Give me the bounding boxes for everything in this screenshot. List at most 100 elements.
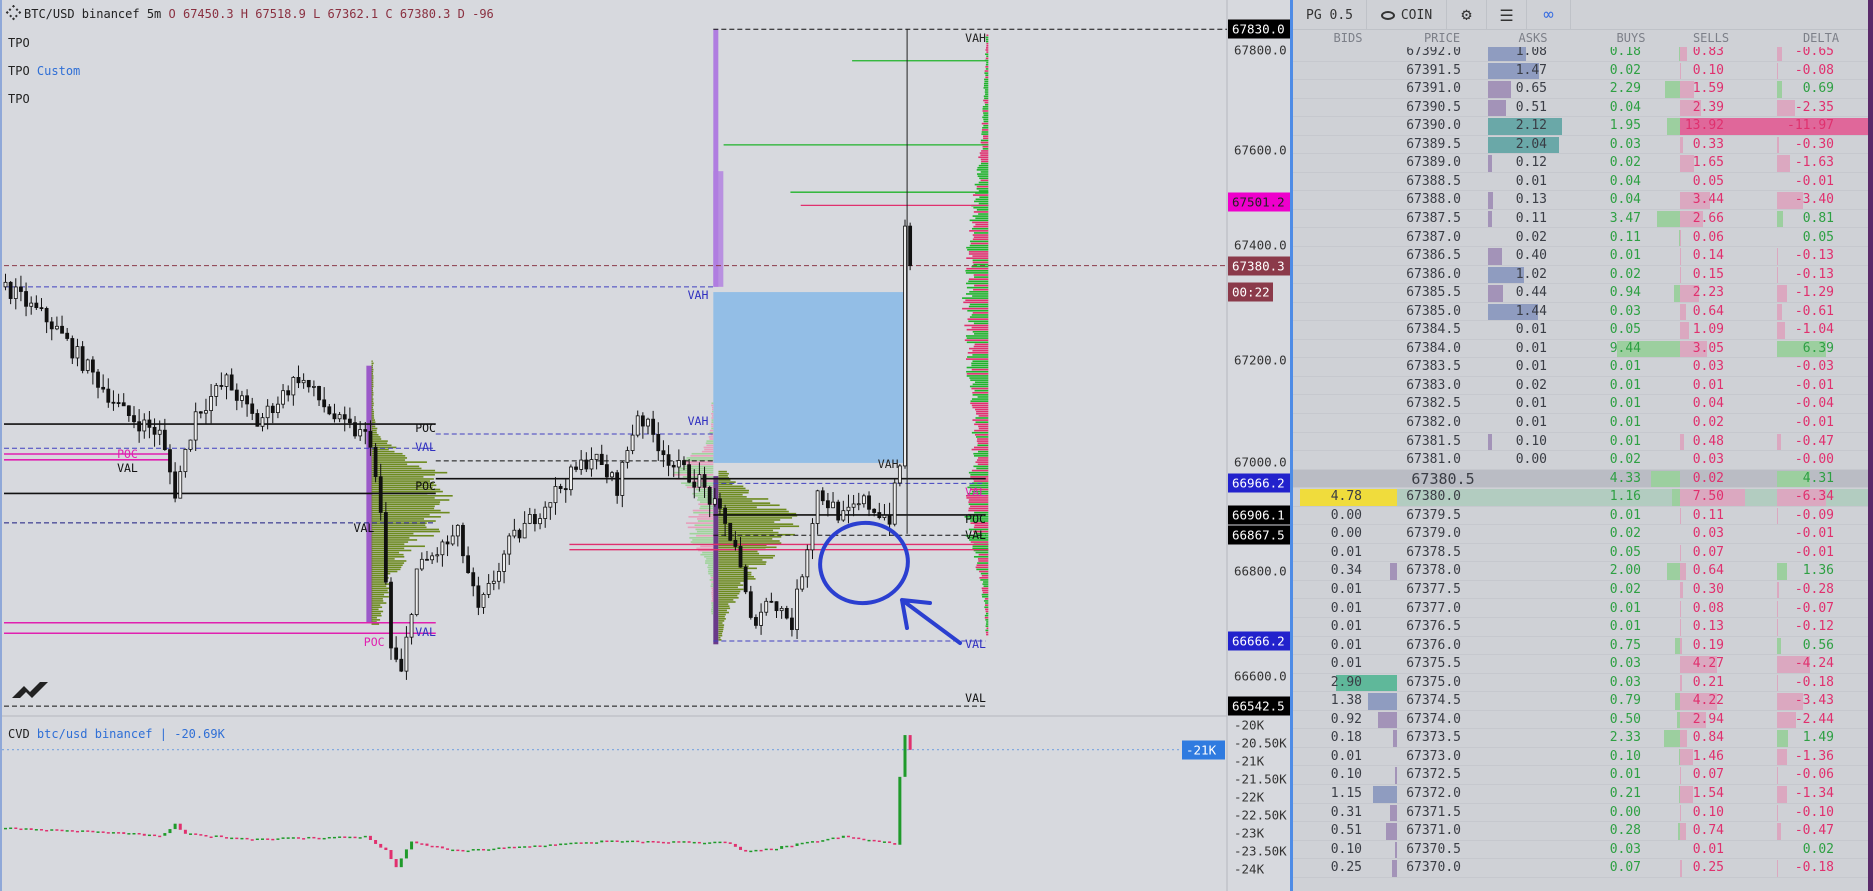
cvd-bar xyxy=(75,830,79,833)
volume-profile-bar xyxy=(985,623,989,625)
orderbook-row[interactable]: 67385.5 0.44 0.94 2.23 -1.29 xyxy=(1293,284,1868,303)
candle-body xyxy=(646,418,650,427)
volume-profile-bar xyxy=(984,614,989,617)
orderbook-row[interactable]: 67390.0 2.12 1.95 13.92 -11.97 xyxy=(1293,117,1868,136)
orderbook-row[interactable]: 0.34 67378.0 2.00 0.64 1.36 xyxy=(1293,562,1868,581)
orderbook-row[interactable]: 67389.5 2.04 0.03 0.33 -0.30 xyxy=(1293,136,1868,155)
buy-volume: 0.01 xyxy=(1609,767,1641,783)
orderbook-row[interactable]: 67387.5 0.11 3.47 2.66 0.81 xyxy=(1293,210,1868,229)
volume-profile-bar xyxy=(718,500,753,502)
orderbook-row[interactable]: 67388.0 0.13 0.04 3.44 -3.40 xyxy=(1293,191,1868,210)
orderbook-row[interactable]: 0.01 67373.0 0.10 1.46 -1.36 xyxy=(1293,748,1868,767)
cvd-bar xyxy=(872,839,876,842)
layout-button[interactable]: ☰ xyxy=(1487,0,1527,30)
indicator-tpo-3[interactable]: TPO xyxy=(8,92,30,106)
orderbook-row[interactable]: 67383.0 0.02 0.01 0.01 -0.01 xyxy=(1293,377,1868,396)
volume-profile-bar xyxy=(985,57,989,60)
orderbook-row[interactable]: 67391.5 1.47 0.02 0.10 -0.08 xyxy=(1293,62,1868,81)
orderbook-row[interactable]: 1.38 67374.5 0.79 4.22 -3.43 xyxy=(1293,692,1868,711)
orderbook-row[interactable]: 0.51 67371.0 0.28 0.74 -0.47 xyxy=(1293,822,1868,841)
orderbook-row[interactable]: 67382.5 0.01 0.01 0.04 -0.04 xyxy=(1293,395,1868,414)
orderbook-row[interactable]: 67382.0 0.01 0.01 0.02 -0.01 xyxy=(1293,414,1868,433)
candle-body xyxy=(450,535,455,545)
volume-profile-bar xyxy=(973,465,989,468)
orderbook-row[interactable]: 67387.0 0.02 0.11 0.06 0.05 xyxy=(1293,229,1868,247)
volume-profile-bar xyxy=(984,101,989,104)
coin-unit-button[interactable]: COIN xyxy=(1367,0,1447,30)
orderbook-row[interactable]: 0.25 67370.0 0.07 0.25 -0.18 xyxy=(1293,859,1868,878)
candle-body xyxy=(332,413,337,420)
orderbook-row[interactable]: 67385.0 1.44 0.03 0.64 -0.61 xyxy=(1293,303,1868,322)
price-axis-label: 66600.0 xyxy=(1234,668,1287,684)
orderbook-row[interactable]: 67381.5 0.10 0.01 0.48 -0.47 xyxy=(1293,433,1868,452)
candle-body xyxy=(301,379,306,384)
orderbook-row[interactable]: 1.15 67372.0 0.21 1.54 -1.34 xyxy=(1293,785,1868,804)
volume-profile-bar xyxy=(693,511,714,514)
settings-button[interactable]: ⚙ xyxy=(1447,0,1487,30)
orderbook-row[interactable]: 0.01 67377.0 0.01 0.08 -0.07 xyxy=(1293,600,1868,618)
symbol-legend: BTC/USD binancef 5m O 67450.3 H 67518.9 … xyxy=(5,4,494,21)
symbol-name[interactable]: BTC/USD binancef 5m xyxy=(24,7,162,21)
volume-profile-bar xyxy=(971,265,989,268)
orderbook-row[interactable]: 2.90 67375.0 0.03 0.21 -0.18 xyxy=(1293,674,1868,693)
orderbook-row[interactable]: 0.01 67375.5 0.03 4.27 -4.24 xyxy=(1293,655,1868,674)
orderbook-row[interactable]: 0.31 67371.5 0.00 0.10 -0.10 xyxy=(1293,804,1868,823)
candle-body xyxy=(851,503,856,508)
panel-splitter[interactable] xyxy=(1290,0,1293,891)
indicator-tpo-1[interactable]: TPO xyxy=(8,36,30,50)
orderbook-row[interactable]: 67380.5 4.33 0.02 4.31 xyxy=(1293,469,1868,489)
cvd-bar xyxy=(775,848,778,851)
orderbook-row[interactable]: 67389.0 0.12 0.02 1.65 -1.63 xyxy=(1293,154,1868,173)
orderbook-row[interactable]: 0.01 67376.5 0.01 0.13 -0.12 xyxy=(1293,618,1868,637)
orderbook-row[interactable]: 67383.5 0.01 0.01 0.03 -0.03 xyxy=(1293,358,1868,377)
sell-volume-bar xyxy=(1680,674,1682,692)
orderbook-row[interactable]: 67386.0 1.02 0.02 0.15 -0.13 xyxy=(1293,266,1868,285)
volume-profile-bar xyxy=(978,156,989,159)
orderbook-row[interactable]: 0.10 67370.5 0.03 0.01 0.02 xyxy=(1293,841,1868,860)
candle-body xyxy=(75,346,80,359)
orderbook-row[interactable]: 0.00 67379.0 0.02 0.03 -0.01 xyxy=(1293,525,1868,544)
cvd-bar xyxy=(800,842,804,845)
orderbook-row[interactable]: 67384.0 0.01 9.44 3.05 6.39 xyxy=(1293,340,1868,359)
volume-profile-bar xyxy=(371,438,382,440)
price-chart[interactable]: BTC/USD binancef 5m O 67450.3 H 67518.9 … xyxy=(0,0,1290,891)
candle-body xyxy=(24,291,28,307)
indicator-tpo-custom[interactable]: TPO Custom xyxy=(8,64,80,78)
orderbook-row[interactable]: 67390.5 0.51 0.04 2.39 -2.35 xyxy=(1293,99,1868,118)
orderbook-row[interactable]: 0.92 67374.0 0.50 2.94 -2.44 xyxy=(1293,711,1868,730)
orderbook-row[interactable]: 0.18 67373.5 2.33 0.84 1.49 xyxy=(1293,729,1868,748)
volume-profile-bar xyxy=(371,484,437,487)
link-button[interactable]: ∞ xyxy=(1527,0,1571,30)
price-grouping-button[interactable]: PG 0.5 xyxy=(1293,0,1367,30)
orderbook-row[interactable]: 0.00 67379.5 0.01 0.11 -0.09 xyxy=(1293,507,1868,526)
orderbook-row[interactable]: 67392.0 1.08 0.18 0.83 -0.65 xyxy=(1293,43,1868,62)
orderbook-row[interactable]: 0.01 67377.5 0.02 0.30 -0.28 xyxy=(1293,581,1868,600)
candle-body xyxy=(748,591,753,618)
orderbook-row[interactable]: 4.78 67380.0 1.16 7.50 -6.34 xyxy=(1293,488,1868,507)
candle-body xyxy=(671,464,676,468)
volume-profile-bar xyxy=(971,469,989,472)
volume-profile-bar xyxy=(371,446,397,449)
candle-body xyxy=(317,386,321,401)
volume-profile-bar xyxy=(371,562,405,564)
delta-bar xyxy=(1777,136,1780,154)
volume-profile-bar xyxy=(718,475,728,477)
orderbook-row[interactable]: 67386.5 0.40 0.01 0.14 -0.13 xyxy=(1293,247,1868,266)
orderbook-row[interactable]: 67388.5 0.01 0.04 0.05 -0.01 xyxy=(1293,173,1868,192)
cvd-bar xyxy=(739,846,743,850)
orderbook-row[interactable]: 0.01 67378.5 0.05 0.07 -0.01 xyxy=(1293,544,1868,563)
orderbook-row[interactable]: 67384.5 0.01 0.05 1.09 -1.04 xyxy=(1293,321,1868,340)
volume-profile-bar xyxy=(985,625,989,627)
volume-profile-bar xyxy=(718,470,727,473)
orderbook-row[interactable]: 67391.0 0.65 2.29 1.59 0.69 xyxy=(1293,80,1868,99)
orderbook-row[interactable]: 0.10 67372.5 0.01 0.07 -0.06 xyxy=(1293,766,1868,785)
chart-canvas[interactable] xyxy=(2,0,1292,891)
cvd-bar xyxy=(785,845,789,848)
buy-volume: 0.18 xyxy=(1609,44,1641,59)
cvd-legend[interactable]: CVD btc/usd binancef | -20.69K xyxy=(8,727,225,741)
orderbook-row[interactable]: 67381.0 0.00 0.02 0.03 -0.00 xyxy=(1293,451,1868,470)
sell-volume: 4.22 xyxy=(1692,693,1724,709)
bid-depth-bar xyxy=(1394,767,1397,784)
volume-profile-bar xyxy=(970,400,989,402)
orderbook-row[interactable]: 0.01 67376.0 0.75 0.19 0.56 xyxy=(1293,637,1868,656)
